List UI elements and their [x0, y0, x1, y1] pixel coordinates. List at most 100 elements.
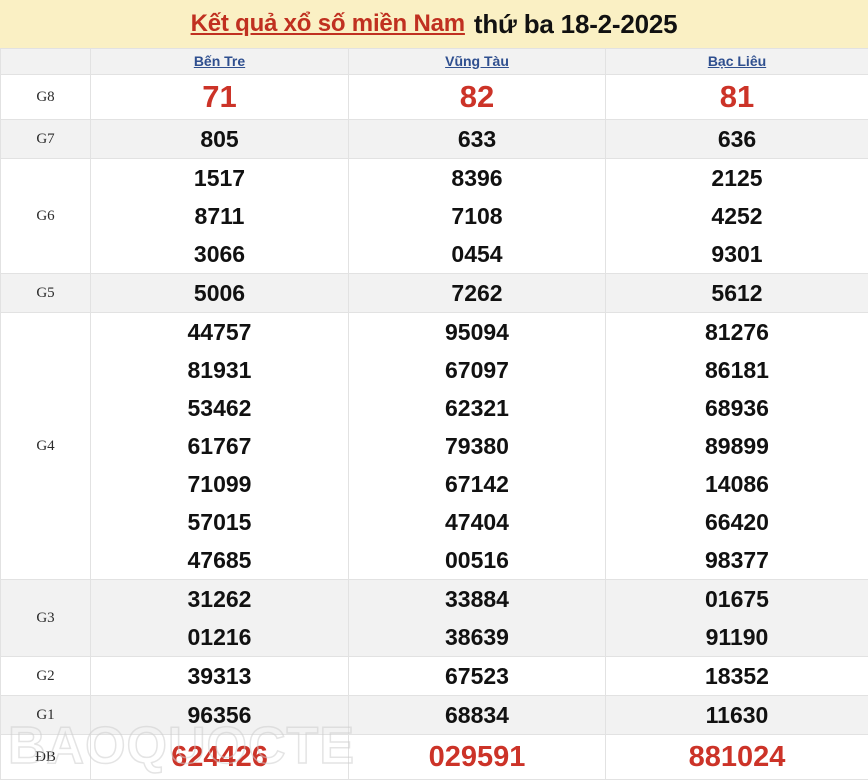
result-number: 98377: [606, 541, 868, 579]
column-header-vung-tau: Vũng Tàu: [349, 49, 606, 75]
result-number: 91190: [606, 618, 868, 656]
result-number: 0454: [349, 235, 605, 273]
prize-label-cell: G8: [1, 75, 91, 120]
result-number: 71: [91, 75, 348, 119]
result-number: 81: [606, 75, 868, 119]
result-cell: 636: [606, 120, 868, 159]
province-link-bac-lieu[interactable]: Bạc Liêu: [708, 53, 766, 69]
result-number: 18352: [606, 657, 868, 695]
result-cell: 68834: [349, 696, 606, 735]
page-header-banner: Kết quả xổ số miền Nam thứ ba 18-2-2025: [0, 0, 868, 48]
result-number: 2125: [606, 159, 868, 197]
result-number: 4252: [606, 197, 868, 235]
prize-label-cell: G5: [1, 274, 91, 313]
lottery-date-label: thứ ba 18-2-2025: [474, 9, 678, 40]
result-number: 79380: [349, 427, 605, 465]
column-header-ben-tre: Bến Tre: [91, 49, 349, 75]
result-cell: 805: [91, 120, 349, 159]
result-cell: 82: [349, 75, 606, 120]
result-number: 71099: [91, 465, 348, 503]
result-number: 96356: [91, 696, 348, 734]
result-number: 636: [606, 120, 868, 158]
result-number: 624426: [91, 735, 348, 779]
result-cell: 71: [91, 75, 349, 120]
result-number: 633: [349, 120, 605, 158]
result-number: 81276: [606, 313, 868, 351]
result-cell: 029591: [349, 735, 606, 780]
result-number: 11630: [606, 696, 868, 734]
result-number: 68936: [606, 389, 868, 427]
result-cell: 7262: [349, 274, 606, 313]
result-number: 44757: [91, 313, 348, 351]
result-number: 38639: [349, 618, 605, 656]
prize-label-cell: G6: [1, 159, 91, 274]
column-header-bac-lieu: Bạc Liêu: [606, 49, 868, 75]
result-cell: 81: [606, 75, 868, 120]
result-number: 8711: [91, 197, 348, 235]
result-number: 33884: [349, 580, 605, 618]
result-number: 7262: [349, 274, 605, 312]
result-number: 89899: [606, 427, 868, 465]
prize-label-cell: G2: [1, 657, 91, 696]
result-number: 82: [349, 75, 605, 119]
table-header-row: Bến Tre Vũng Tàu Bạc Liêu: [1, 49, 868, 75]
result-number: 14086: [606, 465, 868, 503]
result-number: 5006: [91, 274, 348, 312]
prize-label-cell: G4: [1, 313, 91, 580]
result-number: 86181: [606, 351, 868, 389]
result-number: 47685: [91, 541, 348, 579]
corner-header-cell: [1, 49, 91, 75]
result-number: 81931: [91, 351, 348, 389]
prize-label-cell: ĐB: [1, 735, 91, 780]
province-link-ben-tre[interactable]: Bến Tre: [194, 53, 245, 69]
result-cell: 5006: [91, 274, 349, 313]
result-number: 3066: [91, 235, 348, 273]
result-number: 9301: [606, 235, 868, 273]
result-number: 8396: [349, 159, 605, 197]
result-number: 881024: [606, 735, 868, 779]
result-number: 029591: [349, 735, 605, 779]
lottery-title-link[interactable]: Kết quả xổ số miền Nam: [191, 10, 465, 38]
prize-label-cell: G7: [1, 120, 91, 159]
result-number: 66420: [606, 503, 868, 541]
province-link-vung-tau[interactable]: Vũng Tàu: [445, 53, 509, 69]
result-number: 67097: [349, 351, 605, 389]
result-number: 53462: [91, 389, 348, 427]
prize-label-cell: G1: [1, 696, 91, 735]
result-number: 01675: [606, 580, 868, 618]
result-cell: 96356: [91, 696, 349, 735]
result-cell: 18352: [606, 657, 868, 696]
result-number: 31262: [91, 580, 348, 618]
prize-label-cell: G3: [1, 580, 91, 657]
result-number: 47404: [349, 503, 605, 541]
result-cell: 624426: [91, 735, 349, 780]
result-number: 1517: [91, 159, 348, 197]
result-number: 01216: [91, 618, 348, 656]
result-cell: 67523: [349, 657, 606, 696]
result-number: 39313: [91, 657, 348, 695]
table-header: Bến Tre Vũng Tàu Bạc Liêu: [1, 49, 868, 75]
result-cell: 881024: [606, 735, 868, 780]
result-number: 7108: [349, 197, 605, 235]
result-number: 805: [91, 120, 348, 158]
result-cell: 5612: [606, 274, 868, 313]
result-number: 67523: [349, 657, 605, 695]
result-cell: 39313: [91, 657, 349, 696]
result-cell: 11630: [606, 696, 868, 735]
